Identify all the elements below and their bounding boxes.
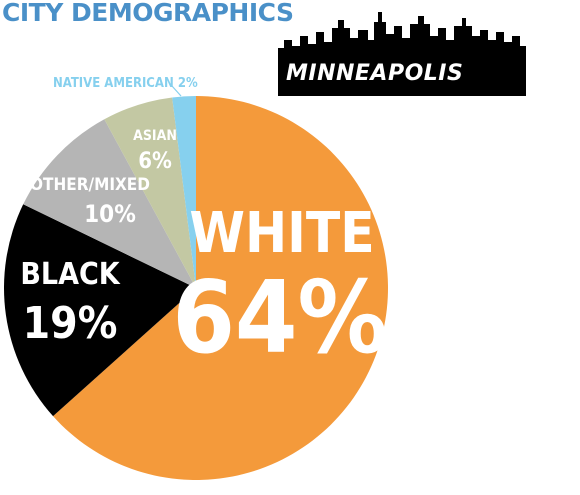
slice-name-white: WHITE <box>189 201 374 266</box>
leader-line-native-american <box>171 85 182 97</box>
slice-label-native-american: NATIVE AMERICAN 2% <box>53 76 198 91</box>
slice-value-white: 64% <box>172 259 387 376</box>
pie-slice-asian <box>104 97 196 288</box>
city-name: MINNEAPOLIS <box>286 61 464 86</box>
pie-slice-white <box>53 96 388 480</box>
city-skyline-icon <box>278 12 526 96</box>
pie-slice-native-american <box>172 95 196 288</box>
slice-value-other-mixed: 10% <box>84 200 136 228</box>
slice-name-black: BLACK <box>20 257 120 292</box>
pie-slice-other-mixed <box>23 119 197 288</box>
slice-value-asian: 6% <box>138 149 172 174</box>
slice-value-native-american: 2% <box>178 76 198 91</box>
slice-name-native-american: NATIVE AMERICAN <box>53 76 178 91</box>
slice-name-asian: ASIAN <box>133 128 177 144</box>
slice-value-black: 19% <box>23 298 118 349</box>
slice-name-other-mixed: OTHER/MIXED <box>30 175 150 195</box>
chart-title: CITY DEMOGRAPHICS <box>2 0 294 27</box>
pie-slice-black <box>3 204 197 417</box>
